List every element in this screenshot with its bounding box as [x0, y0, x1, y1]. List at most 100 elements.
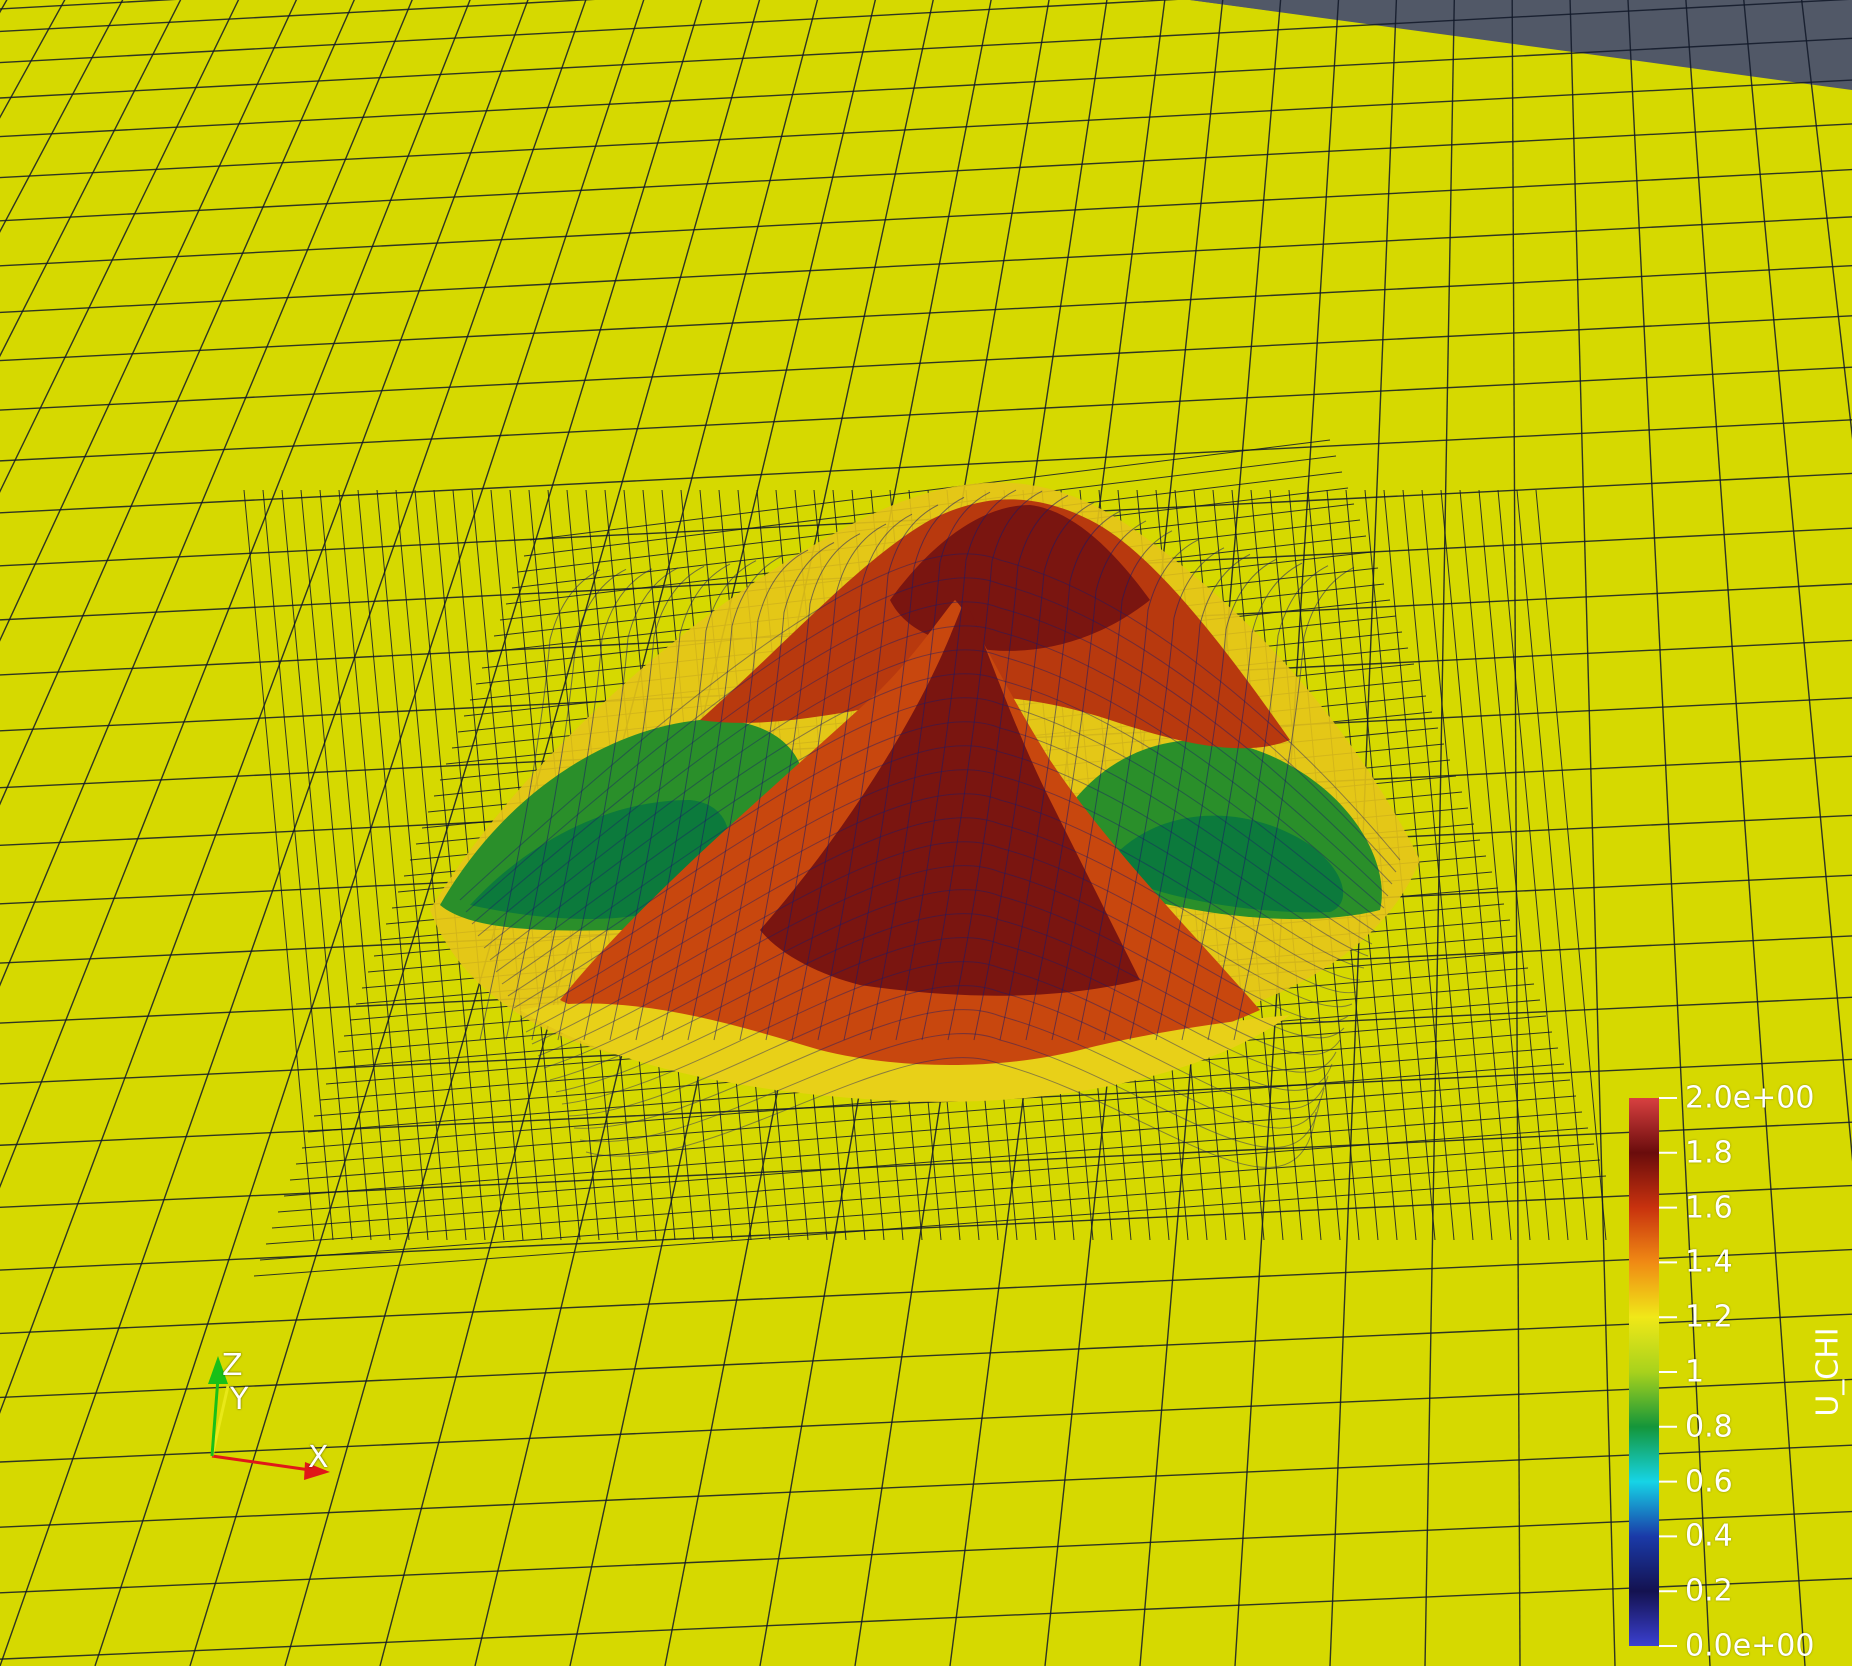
mesh-line — [0, 1121, 1852, 1209]
mesh-line — [0, 0, 1850, 99]
hill-mesh-line — [635, 560, 757, 1041]
mesh-line — [1743, 0, 1852, 1162]
z-axis-arrow-head — [208, 1356, 228, 1384]
mesh-line — [1497, 489, 1569, 1241]
hill-mesh-line — [921, 490, 1043, 1041]
mesh-line — [0, 37, 1852, 138]
mesh-line — [0, 79, 1852, 179]
hill-mesh-line — [579, 1033, 1321, 1148]
scalar-bar-title: U_CHI — [1810, 1327, 1846, 1417]
hill-mesh-line — [1233, 566, 1355, 1041]
hill-mesh-line — [501, 721, 1373, 985]
hill-mesh-line — [1207, 565, 1329, 1041]
mesh-line — [259, 1159, 1601, 1261]
mesh-line — [243, 489, 315, 1241]
mesh-line — [1569, 0, 1616, 1666]
hill-mesh-line — [765, 523, 887, 1041]
hill-mesh-line — [739, 533, 861, 1041]
mesh-line — [0, 264, 1852, 362]
mesh-line — [1402, 489, 1474, 1241]
mesh-line — [376, 489, 448, 1241]
scalar-bar-label: 0.6 — [1685, 1464, 1733, 1500]
hill-mesh-line — [495, 697, 1377, 973]
mesh-line — [284, 0, 761, 1666]
x-axis-label: X — [308, 1440, 329, 1475]
hill-mesh-line — [973, 501, 1095, 1041]
mesh-line — [529, 439, 1331, 541]
mesh-line — [0, 419, 1852, 514]
scalar-bar-ticks — [1659, 1097, 1677, 1647]
hill-mesh-line — [999, 510, 1121, 1041]
scalar-bar-label: 1.6 — [1685, 1190, 1733, 1226]
scalar-bar-label: 2.0e+00 — [1685, 1080, 1815, 1116]
hill-mesh-line — [1155, 558, 1277, 1041]
mesh-line — [0, 315, 1852, 411]
mesh-line — [277, 1111, 1583, 1213]
z-axis-arrow-shaft — [210, 1377, 220, 1457]
hill-mesh-line — [843, 496, 965, 1041]
hill-mesh-line — [609, 563, 731, 1041]
orientation-axes-widget[interactable] — [208, 1356, 330, 1480]
hill-mesh-line — [471, 601, 1393, 925]
mesh-line — [1516, 489, 1588, 1241]
background-wedge — [1190, 0, 1852, 88]
mesh-line — [1440, 489, 1512, 1241]
mesh-line — [0, 366, 1852, 462]
z-axis-label: Z — [222, 1348, 243, 1383]
hill-mesh-line — [505, 568, 627, 1041]
mesh-line — [0, 0, 587, 1666]
mesh-line — [295, 1063, 1565, 1165]
scalar-bar-label: 0.4 — [1685, 1518, 1733, 1554]
hill-mesh-line — [543, 889, 1345, 1069]
scalar-bar-gradient — [1629, 1098, 1659, 1646]
x-axis-arrow-head — [304, 1462, 330, 1480]
mesh-line — [1424, 0, 1455, 1666]
mesh-line — [271, 1127, 1589, 1229]
hill-mesh-line — [1051, 530, 1173, 1041]
hill-mesh-line — [555, 937, 1337, 1093]
scalar-bar-label: 0.2 — [1685, 1573, 1733, 1609]
mesh-line — [338, 489, 410, 1241]
hill-mesh-line — [557, 567, 679, 1041]
hill-mesh-line — [585, 1057, 1317, 1168]
mesh-line — [1685, 0, 1806, 1666]
mesh-line — [0, 168, 1852, 267]
scalar-bar-label: 1.8 — [1685, 1135, 1733, 1171]
hill-mesh-lines — [459, 489, 1401, 1168]
hill-mesh-line — [1103, 547, 1225, 1041]
hill-mesh-line — [519, 793, 1361, 1021]
mesh-line — [319, 489, 391, 1241]
hill-mesh-line — [661, 555, 783, 1041]
y-axis-arrow-shaft — [210, 1385, 230, 1457]
mesh-line — [0, 1510, 1852, 1594]
mesh-line — [1535, 489, 1607, 1241]
mesh-line — [281, 489, 353, 1241]
hill-mesh-line — [537, 865, 1349, 1057]
mesh-line — [0, 1248, 1852, 1335]
mesh-line — [289, 1079, 1571, 1181]
hill-mesh-line — [561, 961, 1333, 1105]
hill-mesh-line — [531, 841, 1353, 1045]
hill-mesh-line — [465, 577, 1397, 913]
hill-mesh-line — [583, 565, 705, 1041]
mesh-line — [189, 0, 703, 1666]
hill-mesh-line — [479, 569, 601, 1041]
hill-mesh-line — [549, 913, 1341, 1081]
mesh-line — [0, 1444, 1852, 1528]
hill-mesh-line — [507, 745, 1369, 997]
mesh-line — [265, 1143, 1595, 1245]
hill-mesh-line — [895, 489, 1017, 1041]
mesh-line — [1511, 0, 1521, 1666]
hill-mesh-line — [713, 542, 835, 1041]
scalar-bar-label: 0.8 — [1685, 1409, 1733, 1445]
hill-front-peak-yellow — [520, 1003, 1290, 1102]
mesh-line — [300, 489, 372, 1241]
hill-mesh-line — [573, 1009, 1325, 1129]
hill-mesh-line — [687, 549, 809, 1041]
mesh-line — [357, 489, 429, 1241]
hill-mesh-line — [513, 769, 1365, 1009]
mesh-line — [1329, 0, 1398, 1666]
mesh-line — [1627, 0, 1711, 1666]
